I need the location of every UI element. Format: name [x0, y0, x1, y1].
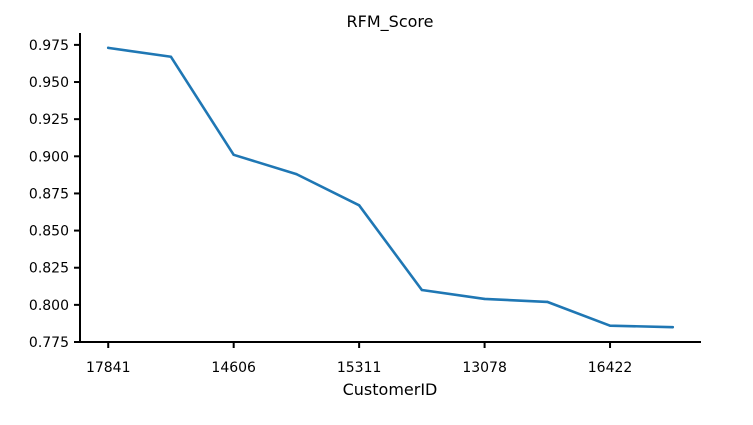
data-point	[357, 204, 361, 207]
y-tick-label: 0.775	[29, 335, 69, 351]
series-layer	[106, 46, 675, 329]
y-tick-label: 0.800	[29, 298, 69, 314]
chart-title: RFM_Score	[347, 12, 434, 32]
y-tick-label: 0.850	[29, 224, 69, 240]
data-point	[107, 46, 110, 50]
data-point	[671, 325, 674, 329]
x-tick-label: 13078	[462, 360, 507, 376]
data-point	[232, 153, 235, 157]
data-point	[608, 324, 612, 327]
y-tick-label: 0.950	[29, 75, 69, 91]
x-tick-label: 14606	[211, 360, 256, 376]
y-axis-ticks: 0.775 0.800 0.825 0.850 0.875 0.900 0.925 0.950…	[29, 38, 80, 351]
data-point	[546, 300, 549, 304]
series-line	[106, 46, 675, 329]
data-point	[483, 297, 486, 301]
y-tick-label: 0.975	[29, 38, 69, 54]
x-tick-label: 17841	[86, 360, 131, 376]
x-axis-ticks: 17841 14606 15311 13078 16422	[86, 342, 632, 376]
x-tick-label: 15311	[337, 360, 382, 376]
data-point	[169, 55, 173, 58]
x-tick-label: 16422	[588, 360, 633, 376]
y-tick-label: 0.925	[29, 112, 69, 128]
y-tick-label: 0.900	[29, 149, 69, 165]
y-tick-label: 0.875	[29, 186, 69, 202]
data-point	[420, 288, 424, 292]
x-axis-label: CustomerID	[343, 380, 438, 399]
y-tick-label: 0.825	[29, 261, 69, 277]
data-point	[295, 172, 298, 176]
